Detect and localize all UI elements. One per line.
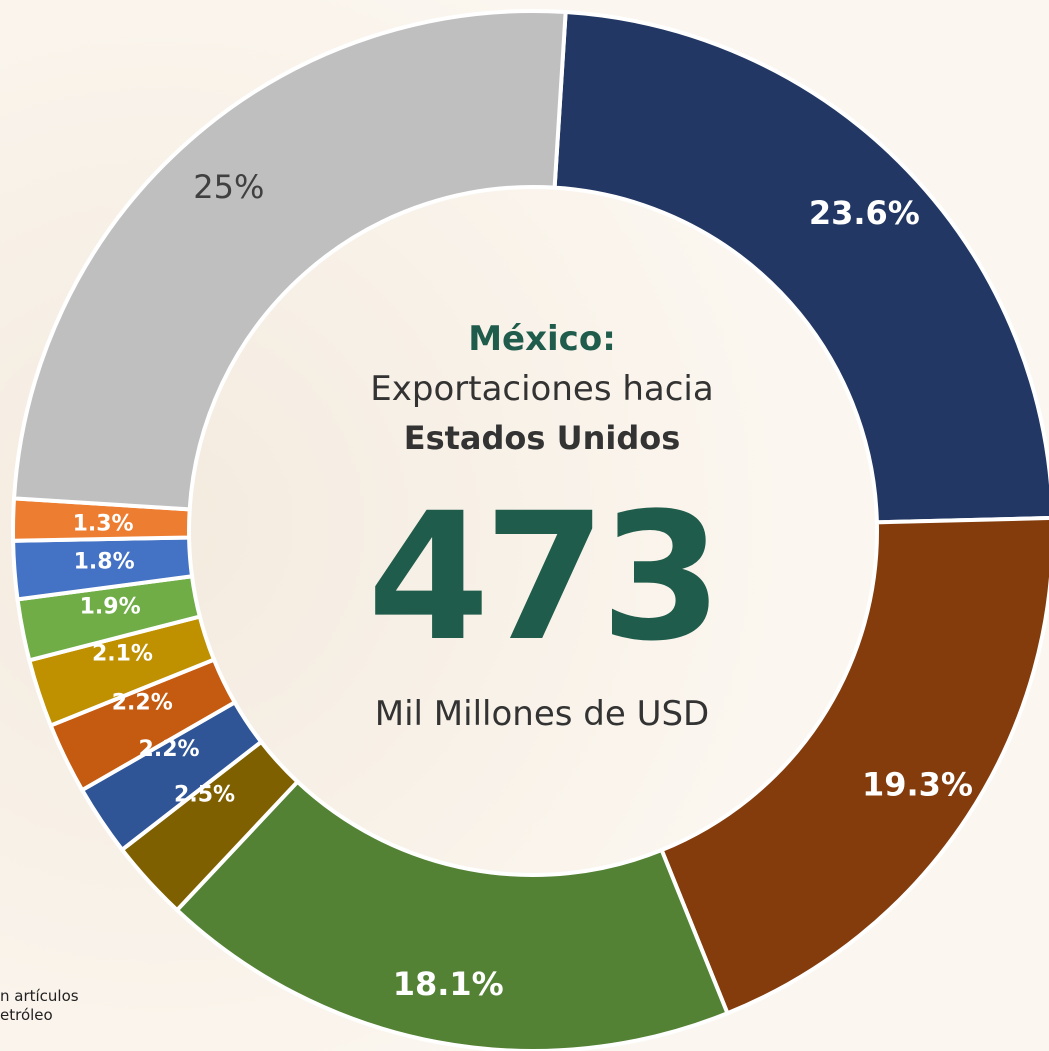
slice-label-6: 2.1%	[92, 642, 153, 667]
donut-slices	[11, 9, 1049, 1051]
center-total-unit: Mil Millones de USD	[375, 694, 709, 734]
slice-label-5: 2.2%	[112, 690, 173, 715]
footnote: n artículos etróleo	[0, 987, 160, 1025]
slice-labels: 23.6% 19.3% 18.1% 2.5% 2.2% 2.2% 2.1% 1.9% 1.8% 1…	[73, 168, 973, 1003]
center-title: México:	[468, 319, 616, 359]
center-total-value: 473	[367, 475, 716, 680]
center-subtitle-line2: Estados Unidos	[404, 419, 681, 457]
slice-label-0: 23.6%	[809, 194, 920, 232]
slice-label-3: 2.5%	[174, 782, 235, 807]
donut-slice-0	[552, 9, 1049, 525]
footnote-line1: n artículos	[0, 987, 79, 1005]
slice-label-1: 19.3%	[862, 766, 973, 804]
slice-label-8: 1.8%	[74, 549, 135, 574]
footnote-line2: etróleo	[0, 1006, 53, 1024]
slice-label-7: 1.9%	[80, 594, 141, 619]
center-subtitle-line1: Exportaciones hacia	[370, 369, 713, 409]
donut-slice-1	[659, 516, 1049, 1016]
slice-label-9: 1.3%	[73, 511, 134, 536]
donut-slice-10	[11, 9, 568, 512]
slice-label-4: 2.2%	[139, 737, 200, 762]
slice-label-10: 25%	[193, 168, 264, 206]
slice-label-2: 18.1%	[393, 965, 504, 1003]
